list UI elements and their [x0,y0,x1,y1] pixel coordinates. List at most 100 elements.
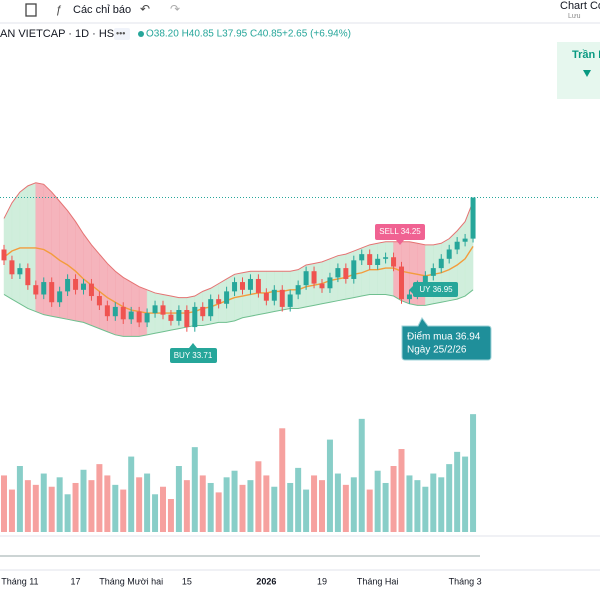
candle-body [327,277,333,289]
volume-bar [414,480,421,532]
volume-bar [128,456,135,532]
volume-bar [231,470,238,532]
band-fill [369,242,378,295]
signal-pointer [396,240,404,245]
candle-body [120,306,126,320]
volume-bar [454,451,461,532]
candle-body [462,238,468,242]
volume-bar [24,480,31,532]
volume-bar [199,475,206,532]
volume-bar [311,475,318,532]
band-fill [385,241,394,297]
volume-bar [342,484,349,532]
x-tick-label: Tháng 3 [449,576,482,586]
candle-body [319,283,325,289]
indicators-icon: ƒ [56,4,62,16]
volume-bar [295,467,302,532]
redo-button[interactable]: ↷ [170,2,180,16]
candle-body [240,282,245,290]
candle-body [104,305,110,317]
volume-bar [96,464,103,532]
candle-body [399,266,404,300]
signal-tag [170,348,217,363]
volume-bar [112,484,119,532]
volume-bar [406,475,413,532]
candle-body [383,257,389,259]
volume-bar [319,480,325,532]
volume-bar [366,489,373,532]
compare-icon[interactable] [25,3,37,17]
callout-box [401,317,492,361]
candle-body [438,258,444,269]
band-line [3,246,474,314]
candle-body [454,241,460,250]
candle-body [144,313,150,323]
candle-body [391,257,397,267]
candle-body [192,306,198,328]
volume-bar [104,475,111,532]
more-dots: ••• [116,28,125,38]
volume-bar [8,489,15,532]
chart-layout-name[interactable]: Chart Co [560,0,600,12]
signal-label: BUY 33.71 [174,351,213,360]
side-label: Trần N [572,49,600,61]
candle-body [88,283,94,297]
volume-bar [374,470,381,532]
volume-bar [144,473,151,532]
candle-body [57,291,63,303]
volume-bar [207,482,214,532]
volume-bar [56,477,63,532]
volume-bar [120,489,127,532]
indicators-button[interactable]: Các chỉ báo [73,4,131,16]
candle-body [160,305,166,315]
side-arrow [583,70,591,77]
volume-bar [263,475,270,532]
volume-bar [215,492,222,532]
signal-tag [375,224,425,240]
candle-body [279,289,285,307]
candle-body [311,271,317,284]
volume-bar [446,464,453,532]
candle-body [65,278,71,292]
volume-bar [430,473,437,532]
candle-body [208,299,214,317]
candle-body [136,311,142,323]
volume-bar [136,477,143,532]
candle-body [359,254,365,261]
candle-body [335,268,341,278]
x-tick-label: Tháng 11 [1,576,38,586]
signal-pointer [189,343,197,348]
undo-button[interactable]: ↶ [140,2,150,16]
symbol-title: AN VIETCAP · 1D · HSX [0,28,122,40]
candle-body [73,278,79,290]
candle-body [176,310,182,321]
more-button[interactable] [114,28,130,40]
band-line [3,289,474,337]
volume-bar [160,486,166,532]
volume-bar [239,484,246,532]
volume-bar [64,494,71,532]
market-status [138,31,144,37]
candle-body [287,294,293,307]
candle-body [224,291,230,304]
volume-bar [350,477,357,532]
toolbar [0,0,600,22]
candle-body [1,249,7,261]
candle-body [96,296,102,306]
save-label[interactable]: Lưu [568,13,581,20]
signal-label: UY 36.95 [419,285,453,294]
candle-body [216,299,222,304]
candle-body [152,305,158,314]
volume-bar [183,480,190,532]
callout-line: Điểm mua 36.94 [407,331,481,343]
volume-bar [175,466,182,532]
volume-bar [1,475,7,532]
candle-body [422,275,428,286]
candle-body [112,306,118,317]
candle-body [128,311,134,320]
x-tick-label: 19 [317,576,327,586]
volume-bar [80,469,87,532]
candle-body [168,314,174,321]
